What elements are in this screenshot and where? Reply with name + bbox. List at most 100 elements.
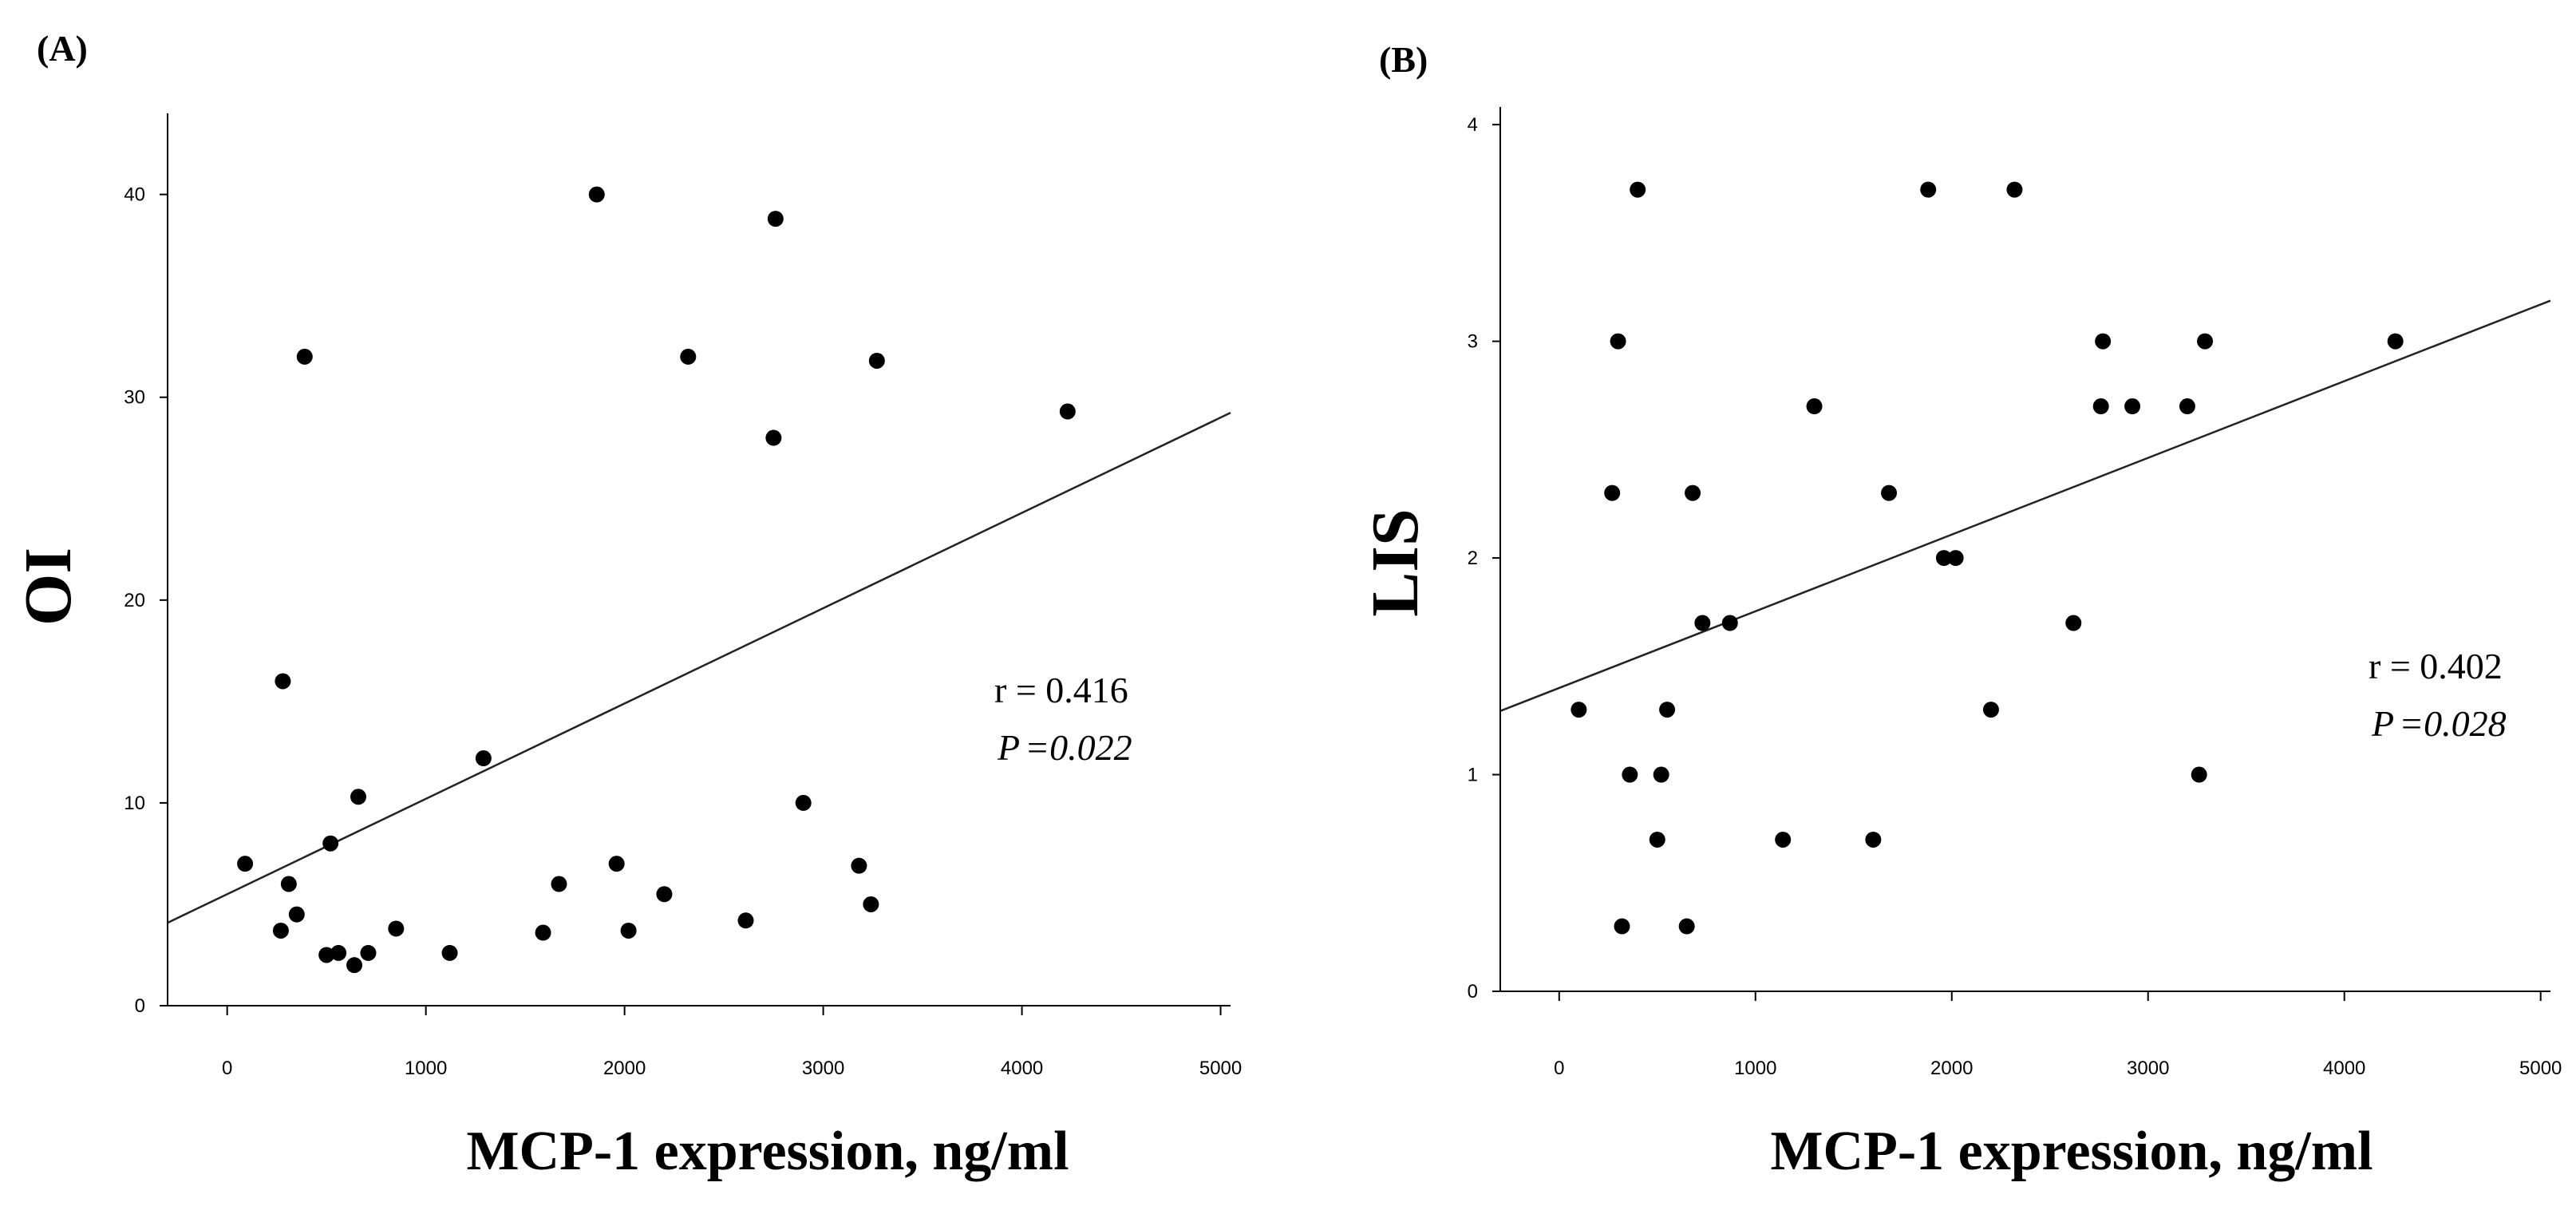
- panel-b-data-point: [2095, 333, 2112, 350]
- panel-a-y-tick-label: 0: [135, 995, 145, 1017]
- panel-a: (A) OI MCP-1 expression, ng/ml 0 1000 2000…: [11, 28, 1242, 1182]
- panel-a-x-tick-label: 0: [222, 1058, 232, 1079]
- panel-a-points: [237, 186, 1076, 974]
- panel-b-x-tick-label: 0: [1554, 1058, 1564, 1079]
- panel-b-data-point: [1935, 550, 1952, 567]
- panel-b-x-ticks: 0 1000 2000 3000 4000 5000: [1554, 991, 2562, 1079]
- panel-a-x-tick-label: 4000: [1001, 1058, 1043, 1079]
- panel-b-data-point: [1806, 398, 1823, 415]
- panel-a-y-ticks: 0 10 20 30 40: [124, 184, 168, 1017]
- panel-b-x-tick-label: 2000: [1930, 1058, 1973, 1079]
- panel-b-data-point: [1920, 181, 1937, 198]
- panel-b-data-point: [1622, 766, 1638, 783]
- panel-a-data-point: [350, 789, 367, 805]
- panel-a-x-tick-label: 5000: [1199, 1058, 1242, 1079]
- panel-b-data-point: [2124, 398, 2141, 415]
- panel-b-x-tick-label: 5000: [2519, 1058, 2562, 1079]
- panel-b-axes: [1499, 107, 2550, 992]
- panel-a-x-ticks: 0 1000 2000 3000 4000 5000: [222, 1006, 1242, 1079]
- panel-b-y-tick-label: 4: [1468, 114, 1478, 136]
- panel-b-label: (B): [1379, 39, 1428, 80]
- panel-b-data-point: [1610, 333, 1626, 350]
- panel-b-r-value: r = 0.402: [2369, 646, 2503, 686]
- panel-a-data-point: [588, 186, 605, 203]
- panel-b-data-point: [1982, 702, 1999, 718]
- panel-a-p-value: P =0.022: [997, 727, 1132, 768]
- panel-b-data-point: [2179, 398, 2195, 415]
- panel-b-data-point: [2191, 766, 2207, 783]
- panel-a-y-axis-label: OI: [11, 548, 85, 626]
- panel-a-data-point: [280, 876, 297, 892]
- panel-a-label: (A): [37, 28, 88, 69]
- panel-b-p-label: P: [2371, 703, 2394, 744]
- panel-a-data-point: [237, 856, 254, 872]
- panel-a-y-tick-label: 30: [124, 387, 145, 409]
- panel-b-y-ticks: 0 1 2 3 4: [1468, 114, 1500, 1002]
- panel-a-data-point: [330, 944, 347, 961]
- panel-a-y-tick-label: 40: [124, 184, 145, 206]
- panel-a-data-point: [296, 348, 313, 365]
- panel-a-p-label: P: [997, 727, 1020, 768]
- panel-a-p-number: =0.022: [1025, 727, 1132, 768]
- panel-a-data-point: [765, 429, 782, 446]
- panel-a-x-axis-label: MCP-1 expression, ng/ml: [466, 1121, 1069, 1182]
- panel-b-data-point: [1865, 831, 1882, 848]
- panel-b-y-axis-label: LIS: [1358, 508, 1432, 616]
- panel-a-data-point: [1059, 403, 1076, 420]
- panel-a-y-tick-label: 10: [124, 793, 145, 814]
- panel-b-data-point: [1881, 484, 1898, 501]
- panel-a-data-point: [656, 886, 673, 903]
- panel-a-x-tick-label: 2000: [603, 1058, 646, 1079]
- panel-a-data-point: [767, 211, 784, 227]
- panel-a-x-tick-label: 1000: [405, 1058, 447, 1079]
- panel-a-data-point: [680, 348, 697, 365]
- panel-a-data-point: [795, 794, 812, 811]
- panel-b-data-point: [1678, 918, 1695, 935]
- panel-b-y-tick-label: 2: [1468, 548, 1478, 569]
- panel-a-data-point: [737, 912, 754, 929]
- panel-a-data-point: [441, 944, 458, 961]
- panel-a-data-point: [475, 750, 492, 767]
- panel-a-data-point: [535, 924, 551, 941]
- panel-a-regression-line: [167, 412, 1231, 924]
- panel-a-data-point: [318, 947, 335, 963]
- panel-a-data-point: [620, 922, 637, 939]
- panel-b-y-tick-label: 0: [1468, 981, 1478, 1002]
- panel-b-regression: [1499, 299, 2551, 712]
- panel-b-data-point: [1721, 615, 1738, 631]
- panel-a-data-point: [551, 876, 567, 892]
- panel-b: (B) LIS MCP-1 expression, ng/ml 0 1000 200…: [1358, 39, 2562, 1182]
- panel-b-p-number: =0.028: [2399, 703, 2507, 744]
- panel-b-regression-line: [1499, 299, 2551, 712]
- panel-b-data-point: [1630, 181, 1646, 198]
- panel-a-data-point: [608, 856, 625, 872]
- panel-b-x-tick-label: 4000: [2323, 1058, 2365, 1079]
- panel-b-data-point: [1659, 702, 1676, 718]
- panel-b-y-tick-label: 1: [1468, 765, 1478, 786]
- panel-a-axes: [167, 113, 1231, 1006]
- panel-b-data-point: [1570, 702, 1587, 718]
- panel-b-data-point: [2197, 333, 2214, 350]
- panel-b-x-tick-label: 3000: [2127, 1058, 2169, 1079]
- panel-b-data-point: [2092, 398, 2109, 415]
- panel-a-data-point: [346, 957, 363, 974]
- panel-b-data-point: [1604, 484, 1621, 501]
- panel-a-r-value: r = 0.416: [994, 670, 1128, 710]
- panel-a-data-point: [851, 857, 867, 874]
- panel-a-regression: [167, 412, 1231, 924]
- panel-b-p-value: P =0.028: [2371, 703, 2507, 744]
- panel-a-data-point: [868, 352, 885, 369]
- panel-a-data-point: [288, 906, 305, 923]
- panel-a-data-point: [322, 835, 339, 852]
- panel-b-data-point: [1685, 484, 1701, 501]
- panel-b-data-point: [1653, 766, 1669, 783]
- panel-a-data-point: [388, 920, 405, 937]
- panel-b-x-axis-label: MCP-1 expression, ng/ml: [1770, 1121, 2373, 1182]
- panel-b-data-point: [1614, 918, 1630, 935]
- panel-a-data-point: [863, 896, 879, 912]
- panel-b-data-point: [2065, 615, 2082, 631]
- panel-b-x-tick-label: 1000: [1734, 1058, 1776, 1079]
- panel-b-data-point: [1947, 550, 1964, 567]
- panel-a-x-tick-label: 3000: [802, 1058, 844, 1079]
